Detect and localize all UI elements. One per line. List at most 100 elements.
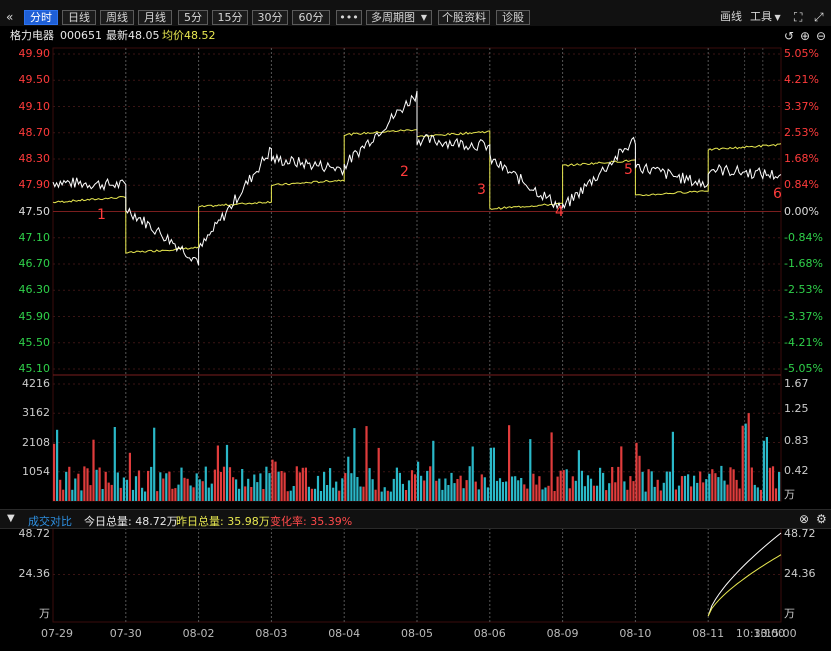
volume-bar — [95, 469, 98, 501]
volume-bar — [62, 489, 65, 501]
compare-panel-frame — [52, 527, 782, 623]
tab-30min[interactable]: 30分 — [252, 10, 288, 25]
volume-bar — [535, 484, 538, 501]
date-tick-label: 08-02 — [182, 627, 215, 640]
tab-5min[interactable]: 5分 — [178, 10, 208, 25]
volume-bar — [553, 491, 556, 501]
price-tick-label: 49.90 — [18, 47, 51, 60]
tab-weekly[interactable]: 周线 — [100, 10, 134, 25]
volume-bar — [144, 491, 147, 501]
volume-bar — [404, 490, 408, 501]
volume-bar — [177, 484, 180, 501]
volume-bar — [201, 481, 204, 501]
volume-bar — [495, 480, 499, 501]
draw-line-button[interactable]: 画线 — [720, 10, 742, 23]
collapse-icon[interactable]: ▼ — [7, 513, 15, 524]
fullscreen-icon[interactable]: ⛶ — [794, 10, 803, 24]
tools-menu[interactable]: 工具 ▼ — [750, 10, 781, 25]
chevron-left-icon[interactable]: « — [6, 10, 14, 24]
volume-bar — [207, 487, 210, 501]
volume-bar — [550, 432, 553, 501]
date-tick-label: 08-05 — [401, 627, 433, 640]
volume-bar — [526, 488, 529, 501]
volume-bar — [468, 466, 471, 501]
volume-bar — [753, 484, 756, 501]
volume-bar — [571, 476, 574, 501]
volume-bar — [687, 474, 690, 501]
volume-bar — [280, 471, 283, 501]
percent-tick-label: -0.84% — [784, 230, 823, 244]
volume-bar — [213, 469, 216, 501]
compare-tick-label: 万 — [784, 607, 795, 620]
volume-bar — [520, 478, 523, 501]
volume-bar — [116, 472, 119, 501]
volume-bar — [580, 470, 583, 501]
stock-info-button[interactable]: 个股资料 — [438, 10, 490, 25]
tab-60min[interactable]: 60分 — [292, 10, 330, 25]
percent-tick-label: 0.00% — [784, 204, 819, 218]
percent-tick-label: 2.53% — [784, 125, 819, 139]
volume-bar — [131, 489, 135, 501]
volume-bar — [683, 475, 687, 501]
volume-bar — [371, 479, 374, 501]
annotation-label: 2 — [400, 164, 409, 180]
volume-bar — [765, 437, 768, 501]
volume-bar — [768, 467, 772, 501]
compare-title: 成交对比 — [28, 515, 72, 528]
date-tick-label: 08-06 — [473, 627, 506, 640]
volume-bar — [489, 447, 492, 501]
more-button[interactable]: ••• — [336, 10, 362, 25]
volume-bar — [198, 479, 201, 501]
percent-tick-label: -1.68% — [784, 257, 823, 270]
tab-fenshi[interactable]: 分时 — [24, 10, 58, 25]
gear-icon[interactable]: ⚙ — [816, 512, 827, 526]
volume-bar — [720, 465, 723, 501]
volume-bar — [265, 466, 268, 501]
volume-bar — [532, 473, 535, 501]
volume-bar — [268, 473, 271, 501]
undo-icon[interactable]: ↺ — [784, 29, 795, 43]
price-tick-label: 47.50 — [18, 204, 51, 218]
volume-bar — [653, 486, 656, 501]
tab-monthly[interactable]: 月线 — [138, 10, 172, 25]
toolbar: « 分时 日线 周线 月线 5分 15分 30分 60分 ••• 多周期图 ▼ … — [0, 0, 831, 27]
volume-bar — [171, 488, 174, 501]
diagnose-button[interactable]: 诊股 — [496, 10, 530, 25]
volume-bar — [483, 477, 486, 501]
volume-bar — [180, 467, 183, 501]
volume-bar — [426, 470, 429, 501]
compare-tick-label: 万 — [39, 607, 50, 620]
volume-bar — [380, 491, 383, 501]
volume-bar — [356, 477, 359, 501]
volume-ratio-label: 万 — [784, 488, 795, 501]
zoom-in-icon[interactable]: ⊕ — [800, 29, 811, 43]
percent-tick-label: 4.21% — [784, 73, 819, 87]
volume-bar — [656, 479, 659, 501]
volume-bar — [68, 466, 71, 501]
volume-bar — [289, 490, 292, 501]
stock-name: 格力电器 — [10, 29, 54, 42]
volume-bar — [298, 472, 301, 501]
zoom-out-icon[interactable]: ⊖ — [816, 29, 827, 43]
percent-tick-label: 1.68% — [784, 152, 819, 165]
date-tick-label: 07-29 — [41, 627, 73, 640]
expand-icon[interactable]: ⤢ — [814, 10, 824, 24]
volume-bar — [253, 474, 256, 501]
volume-bar — [492, 447, 495, 501]
volume-bar — [195, 473, 198, 501]
volume-bar — [250, 487, 253, 501]
volume-bar — [517, 480, 520, 501]
volume-bar — [119, 487, 122, 501]
volume-bar — [113, 427, 116, 501]
close-icon[interactable]: ⊗ — [799, 512, 810, 526]
volume-bar — [77, 473, 80, 501]
multi-period-dropdown[interactable]: 多周期图 ▼ — [366, 10, 432, 25]
tab-daily[interactable]: 日线 — [62, 10, 96, 25]
caret-down-icon: ▼ — [772, 13, 781, 22]
volume-bar — [435, 480, 438, 501]
tab-15min[interactable]: 15分 — [212, 10, 248, 25]
volume-bar — [244, 486, 247, 501]
volume-bar — [723, 480, 726, 501]
volume-bar — [750, 467, 753, 501]
